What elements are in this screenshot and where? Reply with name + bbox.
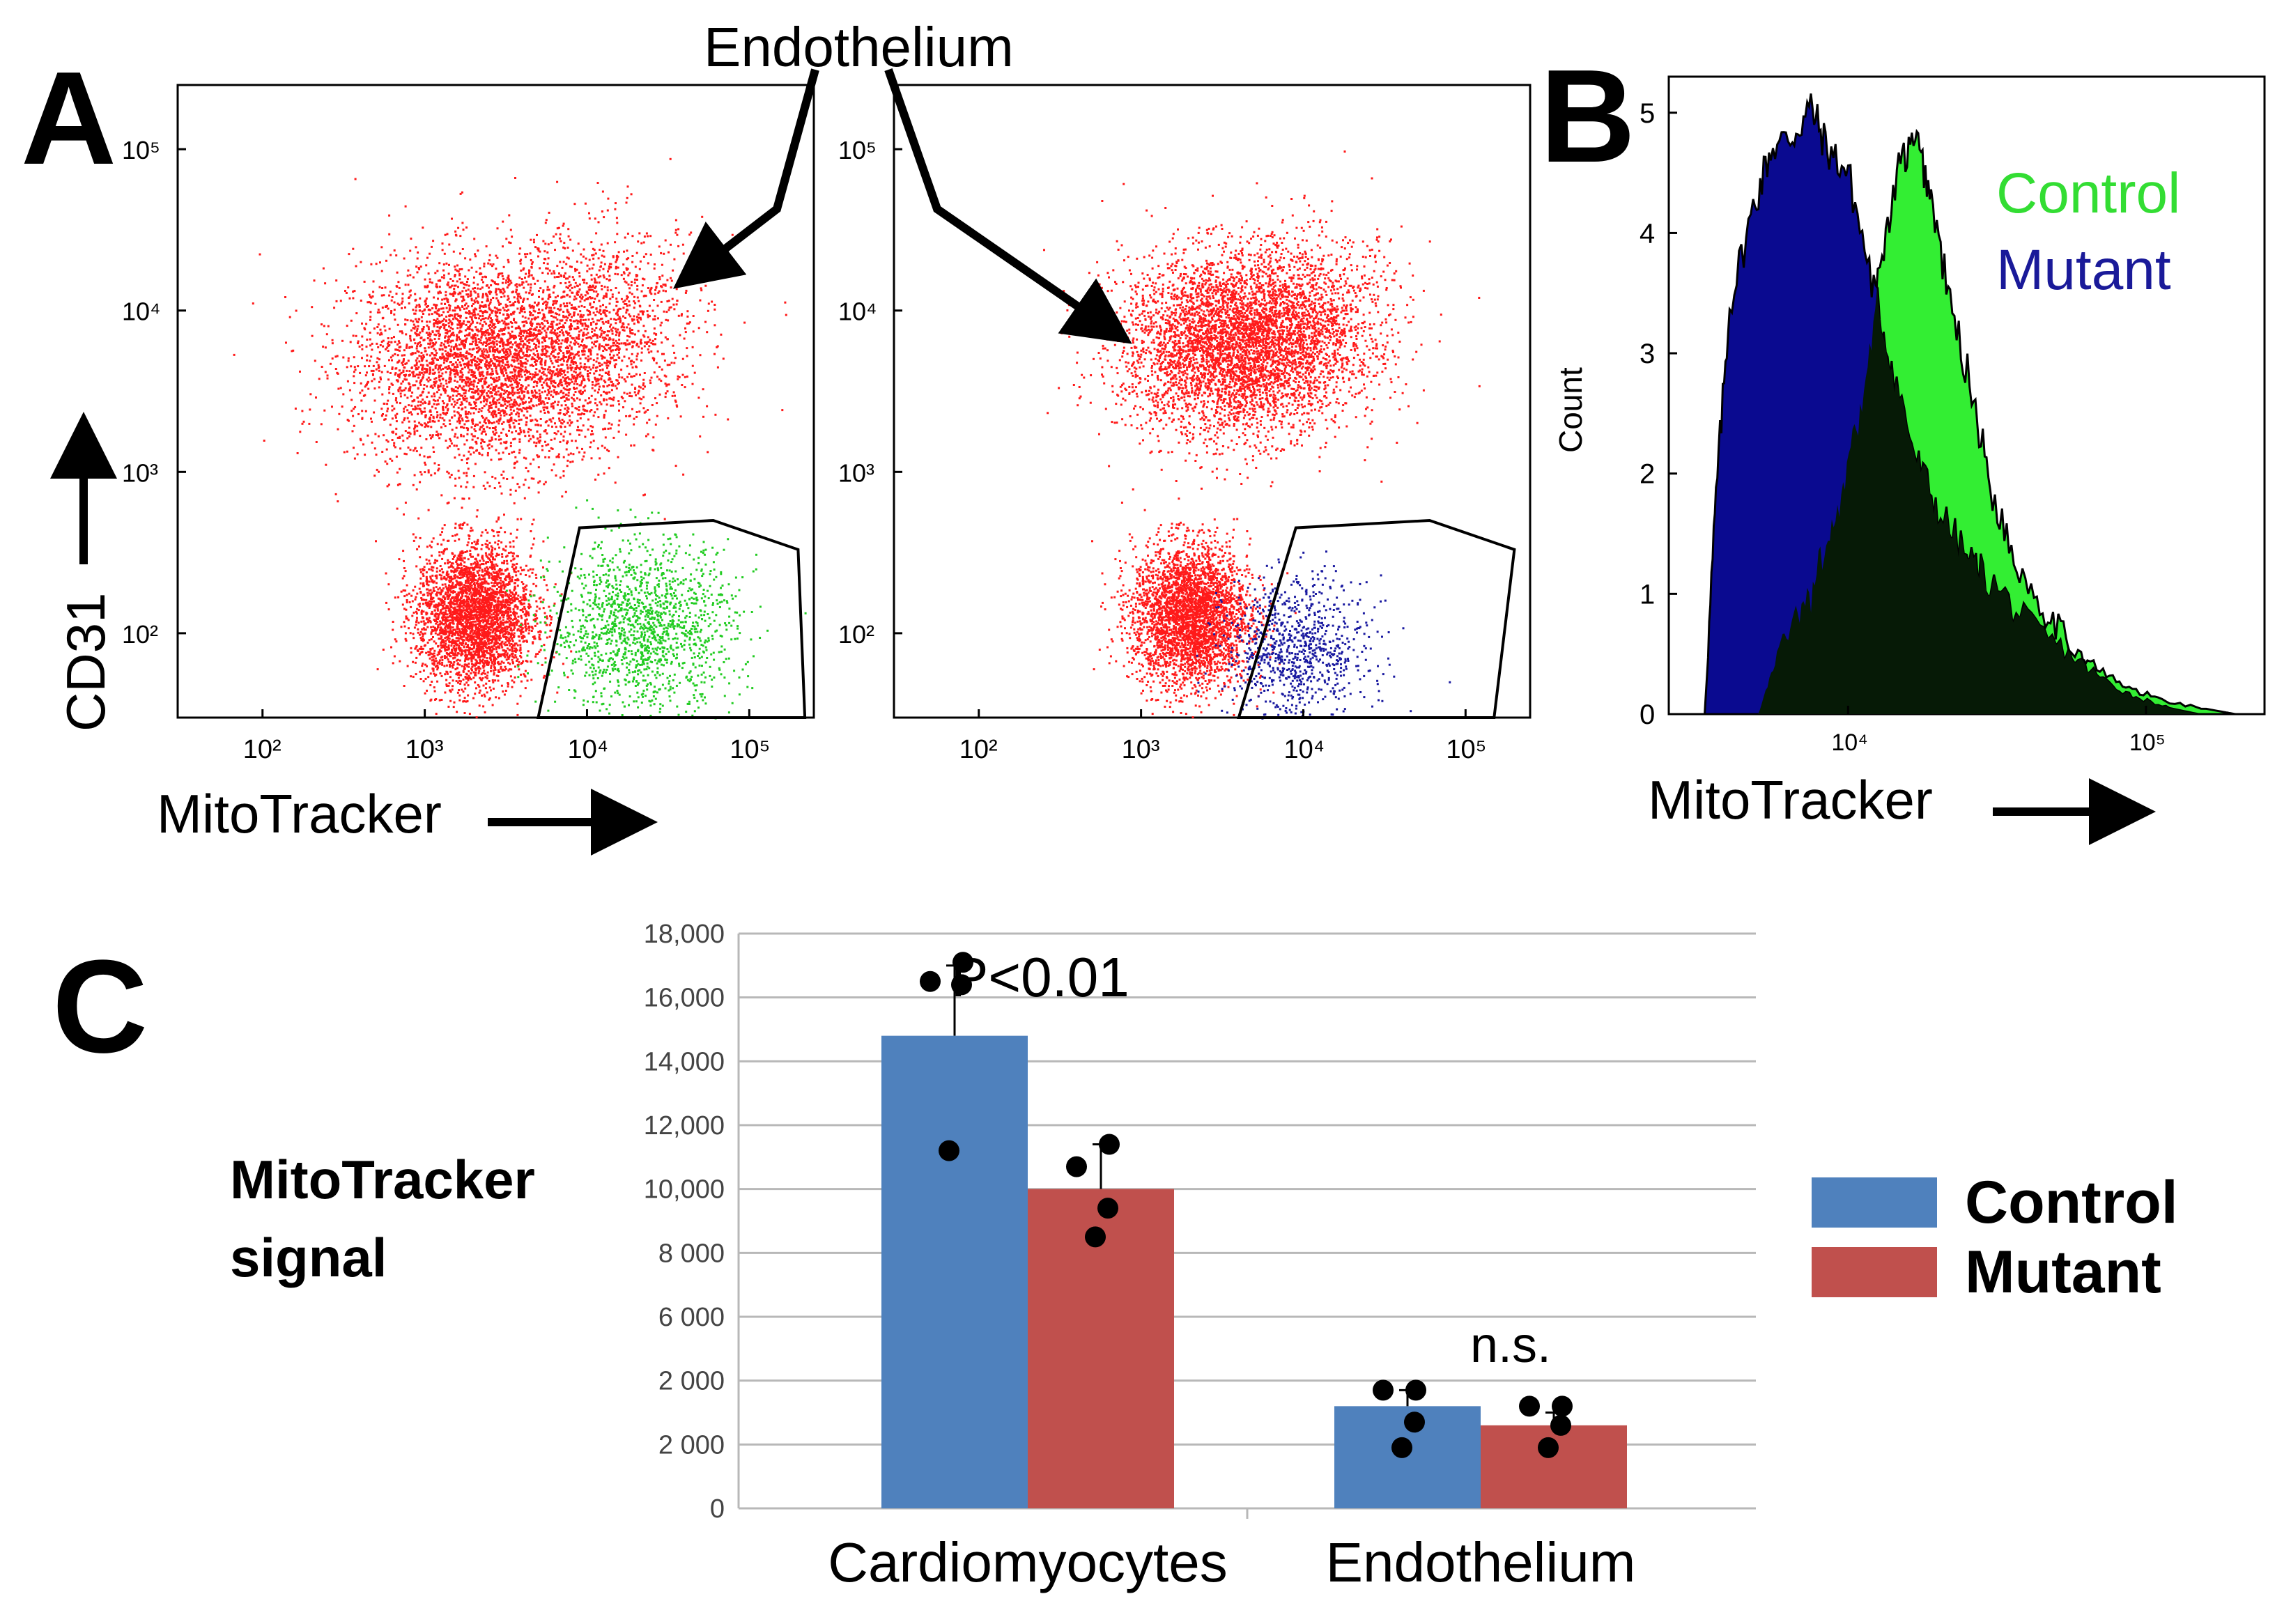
c-category-label: Endothelium [1326, 1531, 1636, 1593]
data-point [920, 970, 941, 992]
c-ytick-label: 2 000 [658, 1430, 725, 1460]
c-ytick-label: 16,000 [644, 984, 725, 1013]
population-mutant-2 [1091, 463, 1297, 719]
a-ytick-label-mutant: 10² [838, 620, 874, 649]
c-ytick-label: 18,000 [644, 920, 725, 949]
panel-label-a: A [21, 45, 116, 192]
b-xtick-label: 10⁵ [2129, 729, 2166, 756]
bar-chart: 0 2 000 2 000 6 000 8 000 10,000 12,000 14,000 1… [644, 920, 1756, 1593]
gate-control [536, 518, 807, 719]
data-point [1405, 1379, 1426, 1401]
panel-a: A Endothelium 10² 10³ 10⁴ 10⁵10²10³10⁴10⁵10… [21, 16, 1532, 856]
c-legend-mutant: Mutant [1965, 1239, 2161, 1306]
data-point [1099, 1134, 1120, 1155]
a-ytick-label-control: 10² [122, 620, 158, 649]
a-xtick-label-mutant: 10³ [1122, 735, 1160, 764]
scatter-ticks: 10² 10³ 10⁴ 10⁵ 10² 10³ 10⁴ 10⁵ 10² 10³ 10⁴ 10⁵ 10² 1… [122, 136, 1486, 764]
data-point [1538, 1437, 1559, 1458]
a-xtick-label-mutant: 10² [959, 735, 998, 764]
a-ytick-label-control: 10⁵ [122, 136, 160, 164]
b-xlabel: MitoTracker [1648, 769, 1933, 830]
data-point [1550, 1414, 1571, 1436]
data-point [1404, 1412, 1425, 1433]
data-point [1085, 1226, 1106, 1248]
a-xtick-label-control: 10⁵ [730, 735, 770, 764]
b-xtick-label: 10⁴ [1831, 729, 1867, 756]
c-ytick-label: 12,000 [644, 1111, 725, 1140]
c-legend-control: Control [1965, 1169, 2178, 1236]
data-point [1066, 1156, 1087, 1177]
data-point [1552, 1395, 1573, 1417]
b-ylabel: Count [1552, 367, 1589, 453]
a-ylabel: CD31 [55, 593, 116, 732]
gate-mutant [1237, 518, 1516, 719]
c-ytick-label: 8 000 [658, 1239, 725, 1268]
c-ytick-label: 6 000 [658, 1303, 725, 1332]
c-legend-mutant-swatch [1812, 1247, 1937, 1297]
data-point [1373, 1379, 1394, 1401]
population-control-2 [375, 463, 573, 719]
b-legend-control: Control [1996, 162, 2180, 225]
c-ylabel-line1: MitoTracker [230, 1149, 535, 1210]
data-point [951, 974, 972, 996]
panel-c: C MitoTracker signal 0 2 000 2 000 6 000 8 0… [52, 920, 2178, 1593]
a-ytick-label-mutant: 10⁴ [838, 297, 877, 326]
histogram-ticks: 0 1 2 3 4 5 10⁴ 10⁵ [1640, 98, 2166, 756]
c-annotation-p: P<0.01 [951, 946, 1129, 1008]
gate-polygon-control [536, 518, 807, 719]
a-ytick-label-mutant: 10³ [838, 458, 874, 487]
histogram [1703, 93, 2236, 716]
a-xtick-label-control: 10² [243, 735, 281, 764]
scatter-dots-control [233, 157, 807, 720]
c-ytick-label: 10,000 [644, 1175, 725, 1205]
data-point [939, 1140, 959, 1161]
arrow-endothelium-mutant [884, 68, 1132, 344]
b-ytick-label: 1 [1640, 579, 1655, 610]
b-ytick-label: 5 [1640, 98, 1655, 129]
bar-control-cardiomyocytes [881, 1035, 1028, 1508]
population-control-1 [461, 157, 787, 484]
data-point [1519, 1395, 1540, 1417]
c-annotation-ns: n.s. [1470, 1317, 1551, 1373]
b-ytick-label: 0 [1640, 699, 1655, 730]
c-ylabel-line2: signal [230, 1227, 387, 1288]
endothelium-callout: Endothelium [704, 16, 1014, 78]
data-point [1391, 1437, 1412, 1458]
panel-label-b: B [1540, 42, 1635, 190]
a-xtick-label-control: 10³ [406, 735, 444, 764]
population-mutant-1 [1179, 177, 1481, 449]
arrow-endothelium-control [672, 68, 819, 289]
a-ytick-label-mutant: 10⁵ [838, 136, 877, 164]
a-ytick-label-control: 10⁴ [122, 297, 161, 326]
population-control-3 [505, 499, 807, 720]
a-ytick-label-control: 10³ [122, 458, 158, 487]
b-ytick-label: 2 [1640, 459, 1655, 490]
panel-label-c: C [52, 933, 148, 1081]
bar-mutant-endothelium [1481, 1425, 1627, 1508]
c-legend-control-swatch [1812, 1177, 1937, 1228]
a-xtick-label-mutant: 10⁵ [1446, 735, 1486, 764]
a-xlabel: MitoTracker [157, 783, 442, 844]
panel-b: B 0 1 2 3 4 5 10⁴ 10⁵ Count Control Mutant Mito… [1540, 42, 2266, 845]
b-ytick-label: 4 [1640, 218, 1655, 249]
c-ytick-label: 2 000 [658, 1367, 725, 1396]
a-xtick-label-control: 10⁴ [567, 735, 608, 764]
gate-polygon-mutant [1237, 518, 1516, 719]
c-ytick-label: 0 [710, 1494, 725, 1524]
b-legend-mutant: Mutant [1996, 238, 2171, 302]
b-ytick-label: 3 [1640, 339, 1655, 369]
data-point [1097, 1198, 1118, 1219]
c-category-label: Cardiomyocytes [828, 1531, 1228, 1593]
histogram-overlap [1745, 287, 2199, 714]
c-ytick-label: 14,000 [644, 1047, 725, 1076]
data-point [952, 952, 973, 973]
a-xtick-label-mutant: 10⁴ [1283, 735, 1325, 764]
